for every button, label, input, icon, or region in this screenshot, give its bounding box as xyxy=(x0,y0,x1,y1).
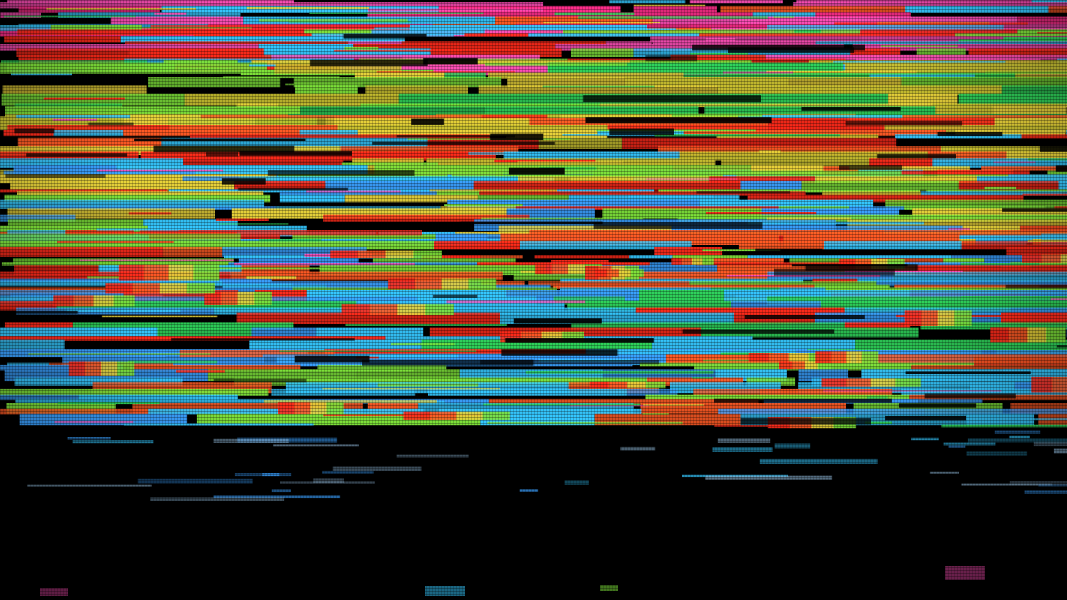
faint-line xyxy=(72,440,154,444)
faint-line xyxy=(67,437,111,440)
faint-line xyxy=(234,473,292,477)
faint-line xyxy=(620,446,656,451)
faint-line xyxy=(1033,441,1067,447)
faint-line xyxy=(1009,481,1067,486)
faint-line xyxy=(150,497,285,501)
faint-line xyxy=(213,438,289,443)
faint-line xyxy=(961,483,1052,486)
faint-line xyxy=(280,481,375,484)
faint-line xyxy=(262,473,280,477)
faint-line xyxy=(948,445,966,448)
faint-line xyxy=(705,475,833,480)
bottom-speck xyxy=(40,588,68,596)
faint-line xyxy=(322,470,374,474)
faint-line xyxy=(943,442,996,446)
bottom-speck xyxy=(945,566,985,580)
faint-line xyxy=(1053,448,1067,454)
faint-line xyxy=(137,478,253,484)
faint-line xyxy=(966,451,1028,456)
faint-line xyxy=(717,438,771,443)
faint-line xyxy=(1024,490,1067,494)
bottom-speck xyxy=(425,586,465,596)
faint-line xyxy=(967,438,1067,443)
faint-line xyxy=(213,495,341,499)
faint-line xyxy=(27,484,152,487)
faint-line xyxy=(1009,435,1030,439)
bottom-speck xyxy=(600,585,618,591)
faint-line xyxy=(273,444,359,447)
faint-line xyxy=(759,458,878,464)
faint-line xyxy=(994,430,1041,434)
faint-line xyxy=(519,489,539,492)
faint-line xyxy=(332,466,422,471)
faint-line xyxy=(774,443,811,449)
faint-line xyxy=(1038,484,1067,487)
faint-line xyxy=(396,454,469,458)
faint-line xyxy=(271,489,291,493)
faint-line xyxy=(911,437,939,441)
faint-line xyxy=(564,480,589,485)
faint-line xyxy=(712,447,773,452)
bottom-speck-layer xyxy=(27,430,1067,596)
faint-line xyxy=(929,471,959,474)
faint-line xyxy=(313,478,344,483)
